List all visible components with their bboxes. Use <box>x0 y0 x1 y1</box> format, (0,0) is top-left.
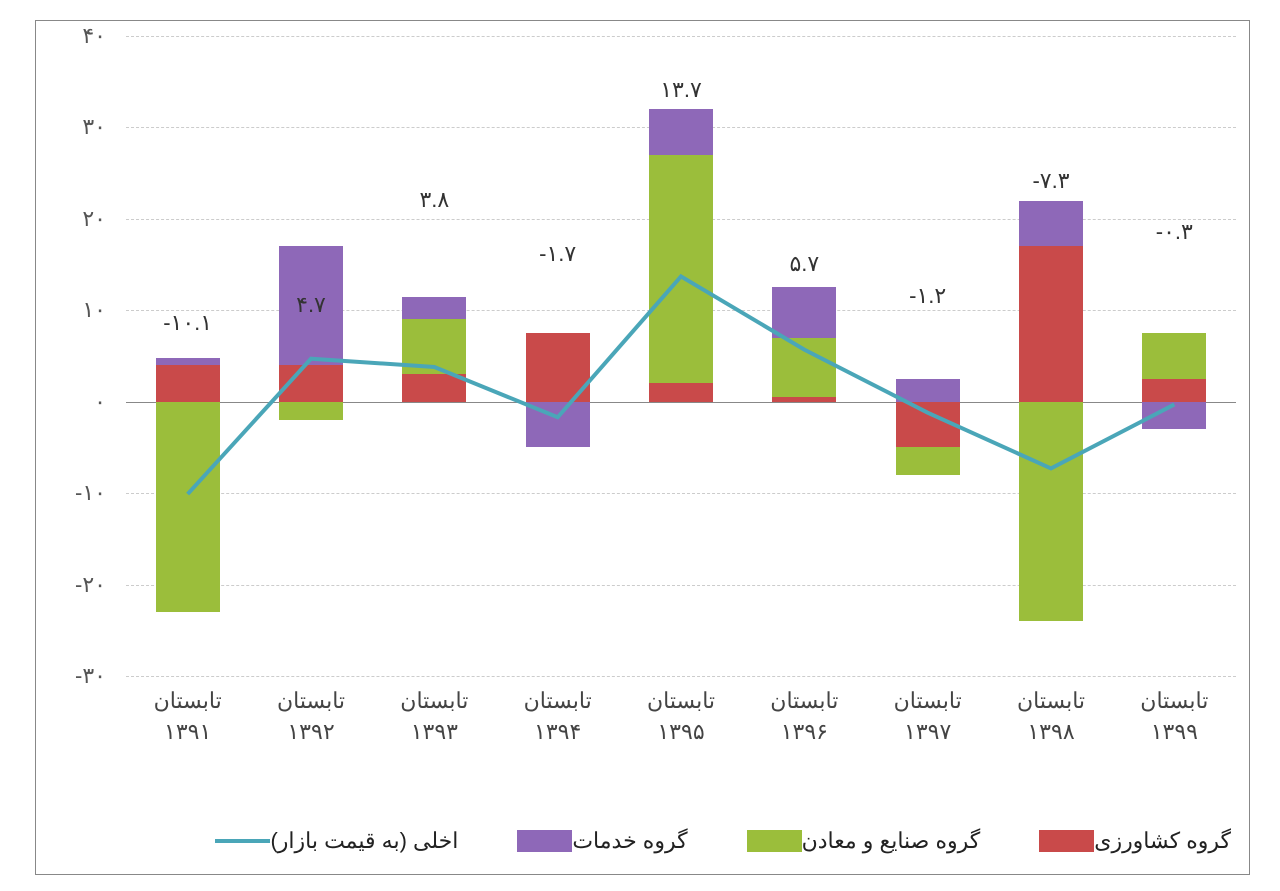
y-tick-label: -۱۰ <box>26 480 106 506</box>
bar-seg-services <box>1142 402 1206 429</box>
x-tick-label: تابستان۱۳۹۲ <box>277 686 345 748</box>
bar-group <box>1142 36 1206 676</box>
bar-seg-industry <box>1142 333 1206 379</box>
bar-seg-agriculture <box>772 397 836 402</box>
x-tick-label: تابستان۱۳۹۳ <box>400 686 468 748</box>
value-label: ۴.۷ <box>296 292 326 318</box>
bar-seg-industry <box>896 447 960 474</box>
legend-item-services: گروه خدمات <box>513 828 687 854</box>
legend-swatch <box>747 830 802 852</box>
x-tick-label: تابستان۱۳۹۶ <box>770 686 838 748</box>
bar-seg-industry <box>772 338 836 397</box>
bar-seg-agriculture <box>526 333 590 402</box>
legend-swatch <box>517 830 572 852</box>
chart-frame: ۴۰۳۰۲۰۱۰۰-۱۰-۲۰-۳۰-۱۰.۱۴.۷۳.۸-۱.۷۱۳.۷۵.۷… <box>35 20 1250 875</box>
legend-label: گروه کشاورزی <box>1094 828 1231 854</box>
bar-seg-services <box>1019 201 1083 247</box>
legend-item-gdp_line: اخلی (به قیمت بازار) <box>211 828 458 854</box>
value-label: -۷.۳ <box>1032 168 1069 194</box>
x-tick-label: تابستان۱۳۹۸ <box>1017 686 1085 748</box>
legend-item-industry: گروه صنایع و معادن <box>743 828 981 854</box>
bar-seg-agriculture <box>279 365 343 402</box>
y-tick-label: ۳۰ <box>26 114 106 140</box>
bar-group <box>156 36 220 676</box>
bar-seg-services <box>402 297 466 320</box>
gridline <box>126 676 1236 677</box>
y-tick-label: -۳۰ <box>26 663 106 689</box>
bar-group <box>649 36 713 676</box>
y-tick-label: ۴۰ <box>26 23 106 49</box>
legend-label: گروه خدمات <box>572 828 687 854</box>
value-label: ۱۳.۷ <box>660 77 702 103</box>
bar-group <box>896 36 960 676</box>
value-label: -۱.۷ <box>539 241 576 267</box>
legend: گروه کشاورزی گروه صنایع و معادن گروه خدمات… <box>131 821 1231 861</box>
bar-seg-agriculture <box>156 365 220 402</box>
legend-label: اخلی (به قیمت بازار) <box>270 828 458 854</box>
legend-swatch <box>1039 830 1094 852</box>
y-tick-label: ۰ <box>26 389 106 415</box>
y-tick-label: ۲۰ <box>26 206 106 232</box>
legend-label: گروه صنایع و معادن <box>802 828 981 854</box>
x-tick-label: تابستان۱۳۹۱ <box>154 686 222 748</box>
bar-seg-agriculture <box>896 402 960 448</box>
value-label: -۱۰.۱ <box>163 310 212 336</box>
bar-group <box>526 36 590 676</box>
bar-seg-industry <box>156 402 220 612</box>
value-label: -۱.۲ <box>909 283 946 309</box>
legend-line-swatch <box>215 839 270 843</box>
bar-seg-industry <box>279 402 343 420</box>
y-tick-label: -۲۰ <box>26 572 106 598</box>
bar-seg-services <box>156 358 220 365</box>
x-tick-label: تابستان۱۳۹۷ <box>894 686 962 748</box>
bar-seg-industry <box>402 319 466 374</box>
bar-group <box>772 36 836 676</box>
value-label: -۰.۳ <box>1156 219 1193 245</box>
value-label: ۳.۸ <box>419 187 449 213</box>
bar-seg-industry <box>1019 402 1083 621</box>
y-tick-label: ۱۰ <box>26 297 106 323</box>
bar-seg-services <box>526 402 590 448</box>
bar-group <box>279 36 343 676</box>
value-label: ۵.۷ <box>789 251 819 277</box>
bar-seg-services <box>896 379 960 402</box>
bar-seg-services <box>772 287 836 337</box>
bar-seg-agriculture <box>1142 379 1206 402</box>
bar-seg-agriculture <box>402 374 466 401</box>
plot-area: ۴۰۳۰۲۰۱۰۰-۱۰-۲۰-۳۰-۱۰.۱۴.۷۳.۸-۱.۷۱۳.۷۵.۷… <box>126 36 1236 676</box>
bar-group <box>402 36 466 676</box>
legend-item-agriculture: گروه کشاورزی <box>1035 828 1231 854</box>
bar-seg-industry <box>649 155 713 384</box>
bar-seg-agriculture <box>649 383 713 401</box>
x-tick-label: تابستان۱۳۹۵ <box>647 686 715 748</box>
bar-seg-agriculture <box>1019 246 1083 401</box>
x-tick-label: تابستان۱۳۹۴ <box>524 686 592 748</box>
bar-seg-services <box>649 109 713 155</box>
bar-group <box>1019 36 1083 676</box>
x-tick-label: تابستان۱۳۹۹ <box>1140 686 1208 748</box>
